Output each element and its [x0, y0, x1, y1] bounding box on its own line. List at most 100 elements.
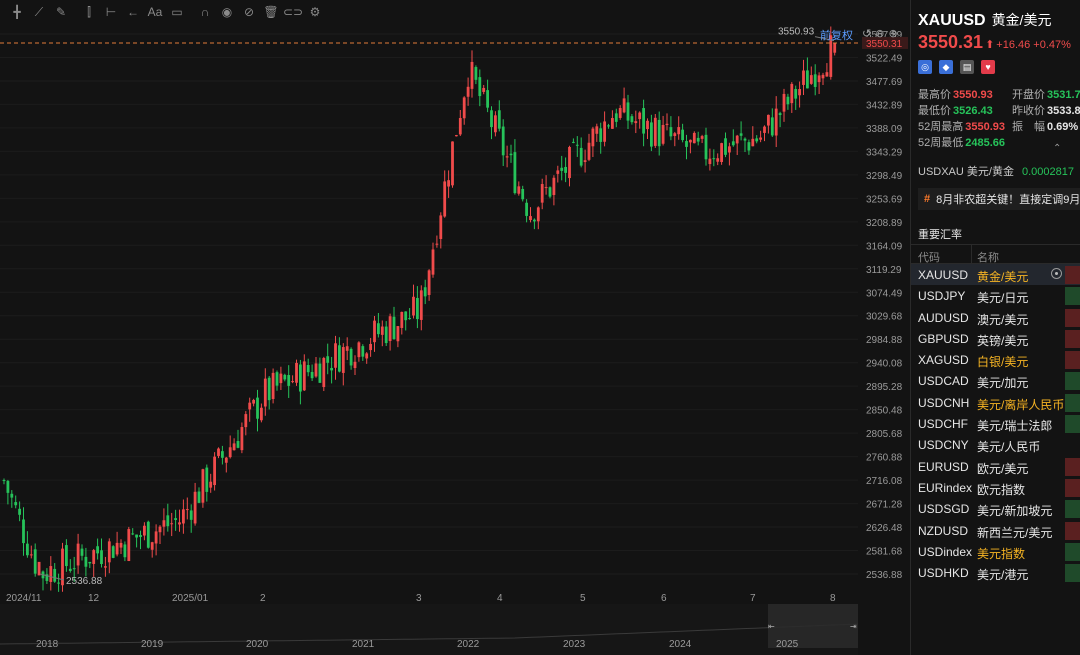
change-chip [1065, 266, 1080, 284]
low-marker-label: 2536.88 [66, 576, 103, 587]
y-tick-label: 3208.89 [866, 218, 903, 229]
collapse-chevron-icon[interactable]: ⌃ [1053, 143, 1062, 154]
table-row[interactable]: XAGUSD 白银/美元 [911, 349, 1080, 370]
candle-body [271, 372, 275, 399]
high-marker-label: 3550.93 [778, 27, 815, 38]
table-row[interactable]: USDindex 美元指数 [911, 541, 1080, 562]
zoom-out-icon[interactable]: ⊖ [875, 28, 885, 40]
brush-icon[interactable]: ✎ [55, 5, 67, 19]
up-arrow-icon: ⬆ [985, 39, 995, 51]
candle-body [263, 378, 267, 407]
price-change: +16.46 +0.47% [996, 39, 1071, 51]
candlestick-chart[interactable]: 3567.39 3522.49 3477.69 3432.89 3388.09 3343.… [0, 24, 908, 604]
candle-body [107, 541, 111, 563]
table-row[interactable]: USDCAD 美元/加元 [911, 370, 1080, 391]
candle-body [248, 402, 252, 410]
candle-body [603, 121, 606, 142]
measure-icon[interactable]: ⊢ [105, 5, 117, 19]
candle-body [427, 270, 431, 295]
table-row[interactable]: USDCNY 美元/人民币 [911, 434, 1080, 455]
change-chip [1065, 329, 1080, 348]
radio-icon[interactable] [1051, 268, 1062, 279]
navigator-line [0, 623, 859, 645]
change-chip [1065, 521, 1080, 540]
tag-icon[interactable]: ◆ [939, 60, 953, 74]
candle-body [755, 138, 759, 142]
candle-body [673, 133, 677, 136]
rates-table: XAUUSD 黄金/美元 USDJPY 美元/日元 AUDUSD 澳元/美元 GBPUSD 英… [911, 264, 1080, 583]
globe-icon[interactable]: ◎ [918, 60, 932, 74]
candle-body [786, 96, 790, 105]
table-row[interactable]: USDSGD 美元/新加坡元 [911, 498, 1080, 519]
table-row[interactable]: AUDUSD 澳元/美元 [911, 307, 1080, 328]
candle-body [236, 441, 240, 448]
zoom-in-icon[interactable]: ⊕ [888, 28, 898, 40]
candle-body [2, 480, 6, 482]
table-row[interactable]: USDCHF 美元/瑞士法郎 [911, 413, 1080, 434]
candle-body [767, 114, 770, 126]
candle-body [209, 481, 213, 488]
rate-code: NZDUSD [918, 523, 968, 538]
draw-line-icon[interactable]: ⟋ [34, 4, 44, 19]
rate-name: 美元指数 [977, 546, 1026, 561]
news-headline: 8月非农超关键！直接定调9月降息 [936, 194, 1080, 206]
candle-body [182, 509, 185, 524]
stat-label: 振 幅 [1012, 121, 1045, 133]
candle-body [451, 141, 454, 186]
y-tick-label: 3432.89 [866, 100, 903, 111]
indicator-icon[interactable]: ⫿ [87, 4, 91, 19]
eye-icon[interactable]: ◉ [221, 5, 233, 19]
navigator-year-label: 2024 [669, 639, 692, 650]
note-icon[interactable]: ▤ [960, 60, 974, 74]
comment-icon[interactable]: ▭ [171, 5, 183, 19]
candle-body [825, 72, 829, 77]
candle-body [431, 249, 435, 275]
candle-body [575, 144, 579, 146]
candle-body [396, 326, 400, 342]
candle-body [634, 121, 638, 124]
magnet-icon[interactable]: ∩ [200, 5, 210, 19]
candle-body [486, 90, 489, 108]
candle-body [412, 296, 415, 316]
favorite-heart-icon[interactable]: ♥ [981, 60, 995, 74]
table-row[interactable]: EURUSD 欧元/美元 [911, 456, 1080, 477]
navigator-year-label: 2022 [457, 639, 480, 650]
trash-icon[interactable]: 🗑 [263, 5, 279, 19]
candle-body [115, 542, 119, 555]
table-row[interactable]: USDJPY 美元/日元 [911, 285, 1080, 306]
reset-icon[interactable]: ↺ [862, 28, 872, 40]
arrow-icon[interactable]: ← [127, 5, 139, 19]
candle-body [478, 77, 482, 97]
table-row[interactable]: GBPUSD 英镑/美元 [911, 328, 1080, 349]
candle-body [158, 526, 162, 533]
navigator-window[interactable] [768, 604, 858, 648]
candle-body [759, 137, 762, 140]
news-ticker[interactable]: #8月非农超关键！直接定调9月降息 [918, 188, 1080, 210]
table-row[interactable]: USDCNH 美元/离岸人民币 [911, 392, 1080, 413]
table-row[interactable]: USDHKD 美元/港元 [911, 562, 1080, 583]
settings-icon[interactable]: ⚙ [309, 5, 321, 19]
restore-adjust-button[interactable]: 前复权 [820, 30, 853, 42]
hide-icon[interactable]: ⊘ [243, 5, 255, 19]
link-icon[interactable]: ⊂⊃ [282, 5, 304, 19]
table-row[interactable]: XAUUSD 黄金/美元 [911, 264, 1080, 286]
cursor-icon[interactable]: ╋ [13, 5, 21, 19]
navigator-handle-left[interactable]: ⇤ [768, 622, 775, 631]
table-row[interactable]: NZDUSD 新西兰元/美元 [911, 520, 1080, 541]
candle-body [57, 582, 60, 584]
stat-row: 52周最高 3550.93 振 幅 0.69% [918, 119, 1080, 135]
change-chip [1065, 287, 1080, 306]
candle-body [306, 365, 310, 373]
text-icon[interactable]: Aa [147, 5, 163, 19]
candle-body [189, 510, 193, 520]
stat-value: 2485.66 [965, 137, 1006, 149]
time-navigator[interactable]: ⇤ ⇥ 2018 2019 2020 2021 2022 2023 2024 2025 [0, 604, 908, 655]
table-row[interactable]: EURindex 欧元指数 [911, 477, 1080, 498]
navigator-year-label: 2023 [563, 639, 586, 650]
cross-rate[interactable]: USDXAU 美元/黄金0.0002817-0 [918, 163, 1080, 179]
candle-body [689, 139, 692, 143]
candle-body [572, 141, 575, 143]
navigator-handle-right[interactable]: ⇥ [850, 622, 857, 631]
quote-stats: 最高价 3550.93 开盘价 3531.7 最低价 3526.43 昨收价 3533.8 52… [918, 87, 1080, 151]
candle-body [657, 119, 661, 147]
